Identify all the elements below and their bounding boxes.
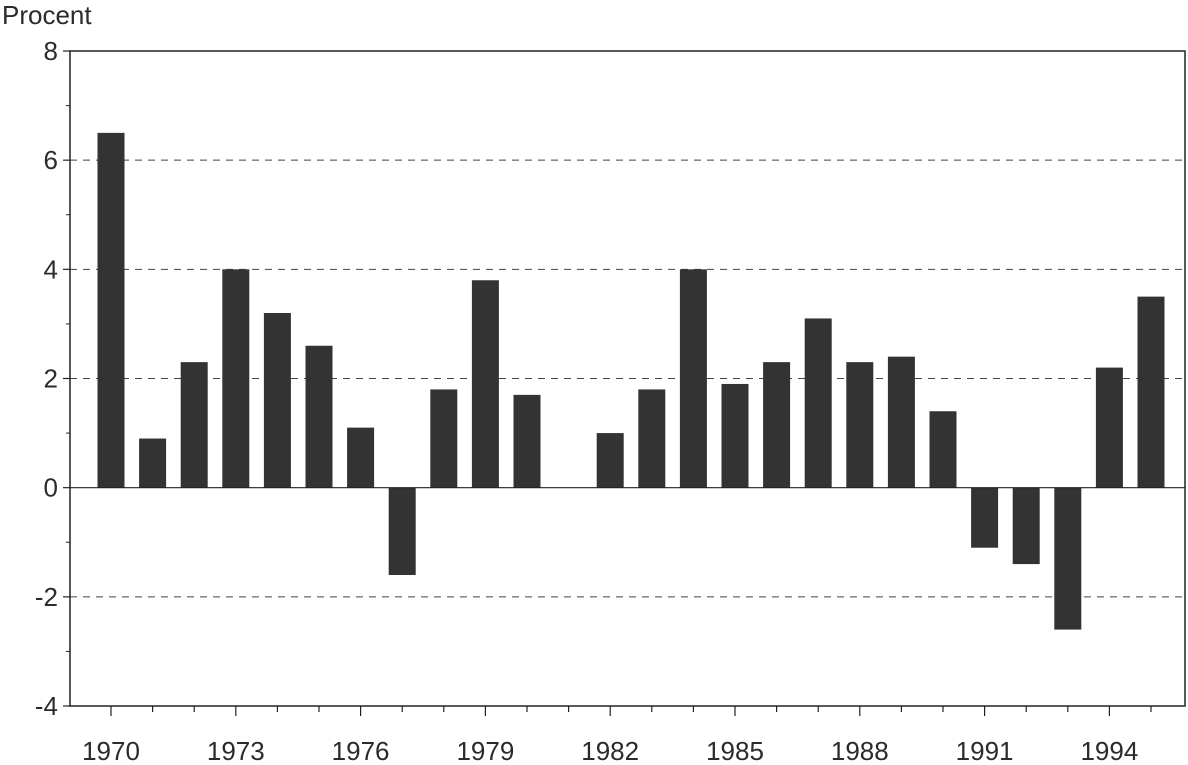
x-tick-label: 1994 [1080, 736, 1138, 765]
x-tick-label: 1982 [581, 736, 639, 765]
bar-1971 [139, 438, 167, 488]
bar-1993 [1054, 487, 1082, 630]
y-tick-label: -4 [35, 691, 58, 721]
bar-1972 [180, 362, 208, 488]
bar-1988 [846, 362, 874, 488]
bar-1985 [721, 383, 749, 488]
x-tick-label: 1976 [332, 736, 390, 765]
x-tick-label: 1970 [82, 736, 140, 765]
bar-1973 [222, 269, 250, 488]
x-axis-ticks: 1970 1973 1976 1979 1982 1985 1988 1991 1994 [82, 706, 1152, 765]
y-axis-unit-label: Procent [2, 0, 92, 30]
bar-1983 [638, 389, 666, 488]
bar-1980 [513, 394, 541, 488]
x-tick-label: 1979 [456, 736, 514, 765]
y-axis-ticks: -4 -2 0 2 4 6 8 [35, 36, 70, 721]
bar-1989 [887, 356, 915, 488]
bar-1974 [263, 313, 291, 488]
y-tick-label: 2 [44, 364, 58, 394]
bar-1987 [804, 318, 832, 488]
x-tick-label: 1988 [831, 736, 889, 765]
bar-1977 [388, 487, 416, 575]
bar-1976 [347, 427, 375, 488]
bar-1982 [596, 433, 624, 488]
bar-1975 [305, 345, 333, 488]
x-tick-label: 1973 [207, 736, 265, 765]
bars [97, 132, 1165, 630]
bar-1979 [471, 280, 499, 488]
bar-1970 [97, 132, 125, 488]
bar-1978 [430, 389, 458, 488]
y-tick-label: 8 [44, 36, 58, 66]
y-tick-label: 6 [44, 145, 58, 175]
x-tick-label: 1991 [956, 736, 1014, 765]
y-tick-label: -2 [35, 582, 58, 612]
bar-1984 [679, 269, 707, 488]
bar-1986 [763, 362, 791, 488]
bar-1994 [1095, 367, 1123, 488]
y-tick-label: 4 [44, 254, 58, 284]
x-tick-label: 1985 [706, 736, 764, 765]
bar-1990 [929, 411, 957, 488]
bar-1991 [971, 487, 999, 548]
bar-1992 [1012, 487, 1040, 565]
y-tick-label: 0 [44, 473, 58, 503]
gridlines [70, 159, 1185, 598]
bar-1995 [1137, 296, 1165, 488]
